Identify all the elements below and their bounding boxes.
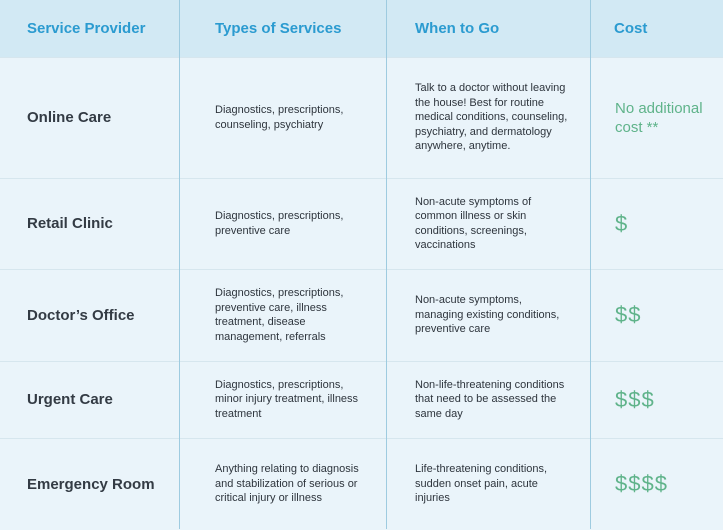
row-divider — [0, 57, 723, 58]
provider-name: Emergency Room — [0, 438, 179, 530]
cost-value: No additional cost ** — [590, 57, 723, 178]
row-divider — [0, 178, 723, 179]
when-to-go: Talk to a doctor without leaving the hou… — [386, 57, 590, 178]
cost-value: $$ — [590, 269, 723, 361]
header-service-provider: Service Provider — [0, 0, 179, 57]
when-to-go: Non-acute symptoms of common illness or … — [386, 178, 590, 269]
row-divider — [0, 269, 723, 270]
cost-value: $$$ — [590, 361, 723, 438]
column-divider — [386, 0, 387, 529]
column-divider — [179, 0, 180, 529]
when-to-go: Non-life-threatening conditions that nee… — [386, 361, 590, 438]
row-divider — [0, 438, 723, 439]
provider-name: Urgent Care — [0, 361, 179, 438]
types-of-services: Diagnostics, prescriptions, minor injury… — [179, 361, 386, 438]
when-to-go: Non-acute symptoms, managing existing co… — [386, 269, 590, 361]
cost-value: $$$$ — [590, 438, 723, 530]
types-of-services: Diagnostics, prescriptions, preventive c… — [179, 269, 386, 361]
provider-name: Online Care — [0, 57, 179, 178]
when-to-go: Life-threatening conditions, sudden onse… — [386, 438, 590, 530]
types-of-services: Diagnostics, prescriptions, preventive c… — [179, 178, 386, 269]
header-cost: Cost — [590, 0, 723, 57]
cost-value: $ — [590, 178, 723, 269]
types-of-services: Diagnostics, prescriptions, counseling, … — [179, 57, 386, 178]
provider-name: Retail Clinic — [0, 178, 179, 269]
column-divider — [590, 0, 591, 529]
row-divider — [0, 361, 723, 362]
types-of-services: Anything relating to diagnosis and stabi… — [179, 438, 386, 530]
header-types-of-services: Types of Services — [179, 0, 386, 57]
header-when-to-go: When to Go — [386, 0, 590, 57]
provider-name: Doctor’s Office — [0, 269, 179, 361]
